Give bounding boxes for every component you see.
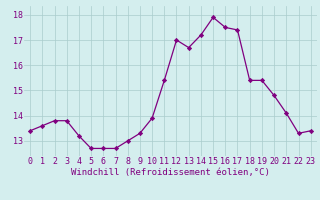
X-axis label: Windchill (Refroidissement éolien,°C): Windchill (Refroidissement éolien,°C): [71, 168, 270, 177]
